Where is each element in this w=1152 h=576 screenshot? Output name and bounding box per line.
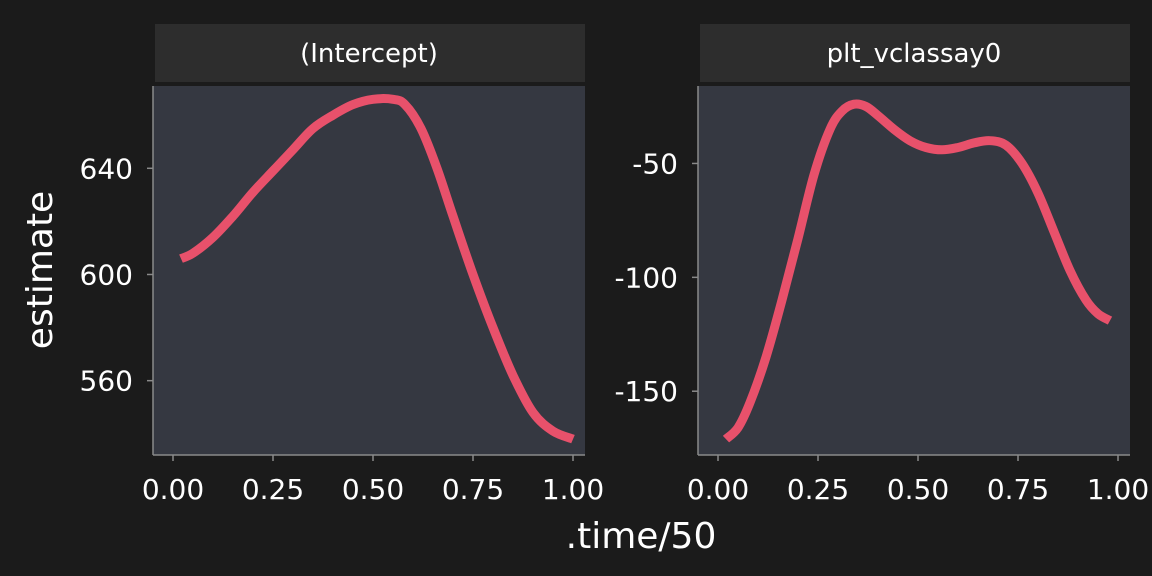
- y-tick-label: -100: [614, 261, 678, 294]
- plot-panel: [153, 86, 585, 455]
- x-tick-label: 0.25: [787, 473, 849, 506]
- x-tick-label: 0.00: [687, 473, 749, 506]
- x-tick-label: 0.00: [142, 473, 204, 506]
- y-tick-label: 600: [80, 258, 133, 291]
- facet-panel-1: (Intercept) 0.00 0.25 0.50 0.75 1.00 560 600 640: [80, 24, 604, 506]
- facet-strip-label: plt_vclassay0: [827, 39, 1002, 69]
- x-tick-label: 0.75: [442, 473, 504, 506]
- y-axis-title: estimate: [20, 191, 61, 349]
- series-line: [722, 99, 1113, 443]
- y-tick-label: 640: [80, 152, 133, 185]
- x-tick-label: 0.75: [987, 473, 1049, 506]
- y-tick-label: -50: [632, 147, 678, 180]
- panels: (Intercept) 0.00 0.25 0.50 0.75 1.00 560 600 640…: [80, 24, 1149, 506]
- facet-strip: [155, 24, 585, 82]
- x-tick-label: 0.25: [242, 473, 304, 506]
- facet-strip-label: (Intercept): [300, 39, 438, 69]
- x-tick-label: 0.50: [342, 473, 404, 506]
- facet-panel-2: plt_vclassay0 0.00 0.25 0.50 0.75 1.00 -150 -10…: [614, 24, 1149, 506]
- y-tick-label: -150: [614, 375, 678, 408]
- x-tick-label: 0.50: [887, 473, 949, 506]
- facet-strip: [700, 24, 1130, 82]
- y-tick-label: 560: [80, 365, 133, 398]
- x-axis-title: .time/50: [566, 516, 717, 557]
- x-tick-label: 1.00: [542, 473, 604, 506]
- x-tick-label: 1.00: [1087, 473, 1149, 506]
- series-line: [179, 94, 575, 444]
